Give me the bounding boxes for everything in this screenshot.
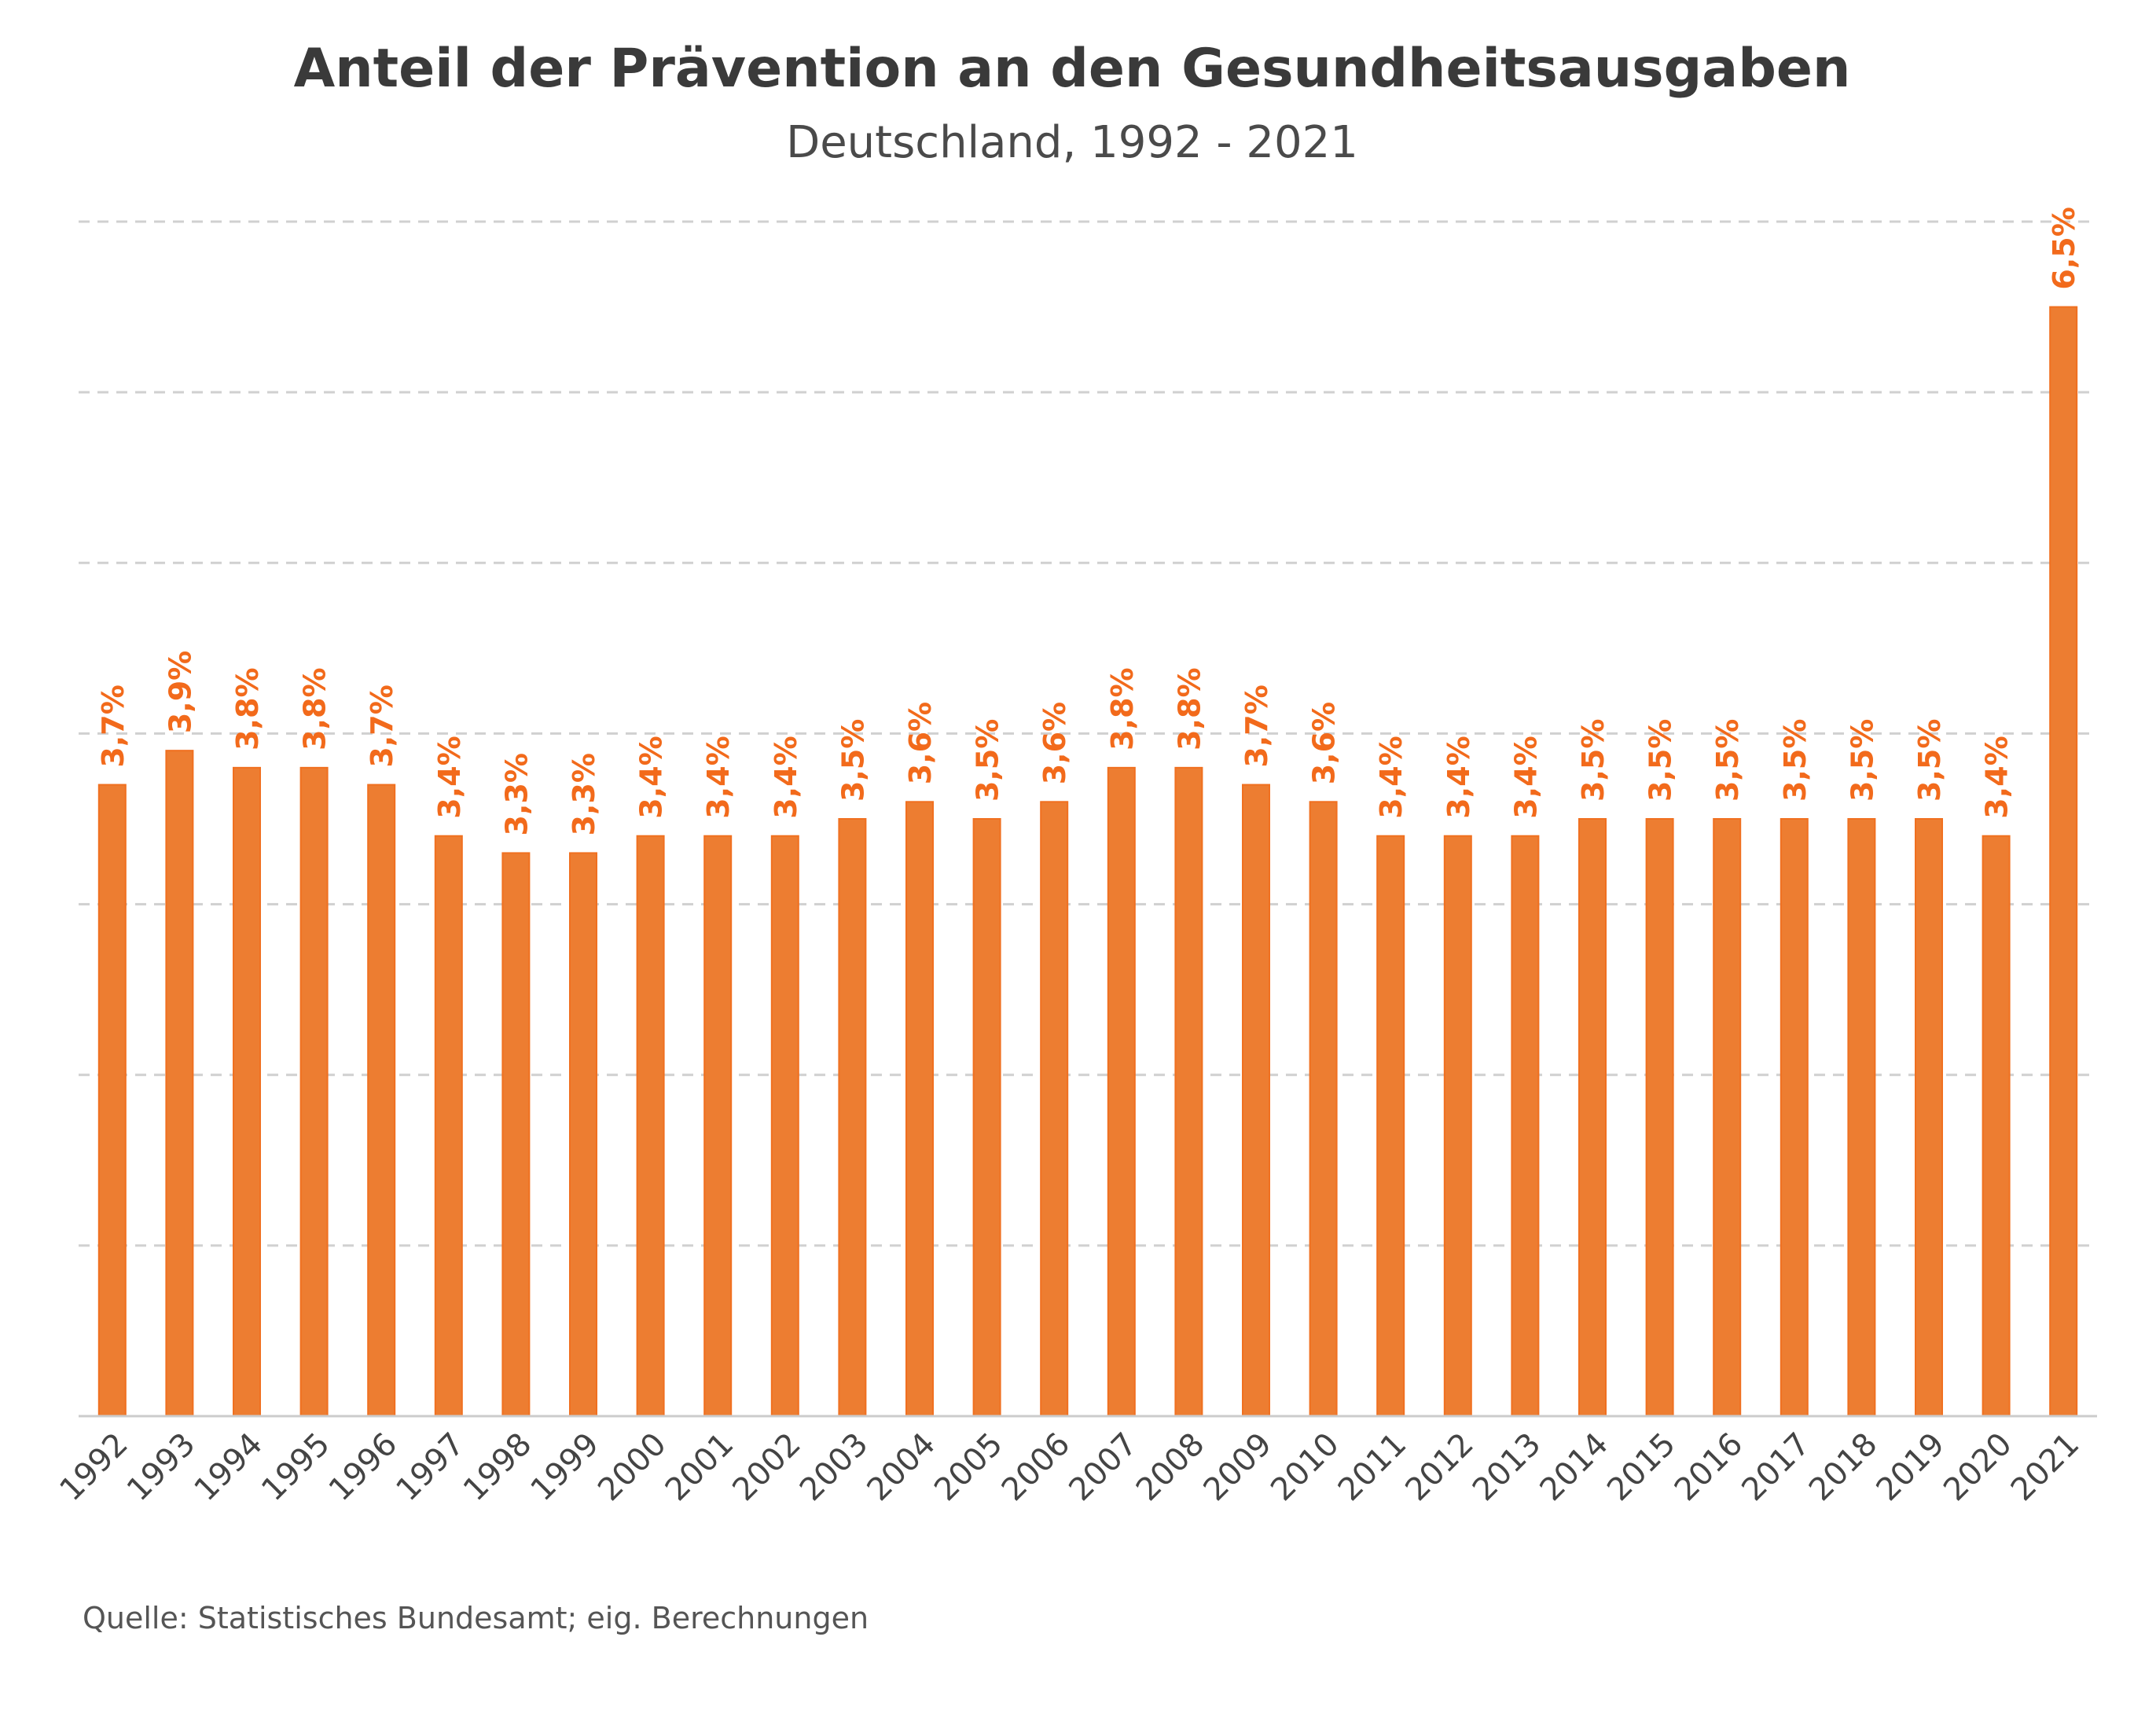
x-tick-label-2008: 2008 bbox=[1129, 1426, 1212, 1509]
data-label-2013: 3,4% bbox=[1508, 736, 1543, 818]
x-tick-label-2018: 2018 bbox=[1802, 1426, 1885, 1509]
x-tick-label-2012: 2012 bbox=[1398, 1426, 1481, 1509]
data-label-2018: 3,5% bbox=[1845, 719, 1879, 802]
bar-1993 bbox=[165, 750, 194, 1417]
bar-2017 bbox=[1780, 818, 1809, 1417]
x-tick-label-2007: 2007 bbox=[1062, 1426, 1144, 1509]
x-tick-label-2004: 2004 bbox=[861, 1426, 943, 1509]
x-tick-label-2000: 2000 bbox=[591, 1426, 674, 1509]
data-label-2019: 3,5% bbox=[1912, 719, 1947, 802]
x-tick-label-1992: 1992 bbox=[53, 1426, 135, 1509]
data-label-1995: 3,8% bbox=[298, 667, 332, 750]
data-label-2009: 3,7% bbox=[1240, 684, 1274, 767]
data-label-2021: 6,5% bbox=[2047, 207, 2081, 289]
bar-2021 bbox=[2049, 306, 2078, 1418]
x-tick-label-1994: 1994 bbox=[188, 1426, 270, 1509]
data-label-1998: 3,3% bbox=[499, 753, 534, 835]
x-tick-label-1996: 1996 bbox=[322, 1426, 405, 1509]
bar-2011 bbox=[1376, 835, 1405, 1417]
data-label-1992: 3,7% bbox=[96, 684, 130, 767]
data-label-2005: 3,5% bbox=[971, 719, 1005, 802]
bar-2012 bbox=[1443, 835, 1472, 1417]
data-label-2015: 3,5% bbox=[1644, 719, 1678, 802]
x-tick-label-2003: 2003 bbox=[793, 1426, 876, 1509]
bar-2002 bbox=[770, 835, 799, 1417]
bar-2008 bbox=[1174, 766, 1203, 1417]
data-label-2007: 3,8% bbox=[1105, 667, 1140, 750]
data-label-1999: 3,3% bbox=[567, 753, 601, 835]
x-tick-label-2014: 2014 bbox=[1533, 1426, 1616, 1509]
data-label-2010: 3,6% bbox=[1307, 702, 1342, 784]
bar-2010 bbox=[1309, 801, 1338, 1417]
data-label-1997: 3,4% bbox=[432, 736, 467, 818]
bar-2007 bbox=[1107, 766, 1136, 1417]
x-tick-label-1995: 1995 bbox=[255, 1426, 337, 1509]
bar-2013 bbox=[1511, 835, 1540, 1417]
data-label-2014: 3,5% bbox=[1576, 719, 1611, 802]
x-tick-label-1998: 1998 bbox=[457, 1426, 539, 1509]
bar-1996 bbox=[367, 784, 396, 1417]
bar-1999 bbox=[569, 852, 597, 1417]
bar-1992 bbox=[97, 784, 127, 1417]
data-label-2002: 3,4% bbox=[769, 736, 803, 818]
data-label-1993: 3,9% bbox=[163, 651, 197, 733]
x-tick-label-2015: 2015 bbox=[1600, 1426, 1683, 1509]
bar-2018 bbox=[1847, 818, 1876, 1417]
x-tick-label-2006: 2006 bbox=[995, 1426, 1078, 1509]
data-label-2003: 3,5% bbox=[836, 719, 870, 802]
bar-2020 bbox=[1982, 835, 2011, 1417]
data-label-2017: 3,5% bbox=[1778, 719, 1813, 802]
bar-1998 bbox=[501, 852, 531, 1417]
x-tick-label-2016: 2016 bbox=[1668, 1426, 1750, 1509]
bar-2014 bbox=[1578, 818, 1607, 1417]
x-tick-label-2002: 2002 bbox=[725, 1426, 808, 1509]
data-label-2000: 3,4% bbox=[634, 736, 669, 818]
bar-1997 bbox=[434, 835, 463, 1417]
bar-2005 bbox=[972, 818, 1001, 1417]
chart-subtitle: Deutschland, 1992 - 2021 bbox=[786, 117, 1358, 168]
bar-2004 bbox=[905, 801, 934, 1417]
data-label-2012: 3,4% bbox=[1442, 736, 1476, 818]
data-label-2004: 3,6% bbox=[903, 702, 938, 784]
data-label-1996: 3,7% bbox=[365, 684, 399, 767]
x-tick-label-1993: 1993 bbox=[120, 1426, 203, 1509]
data-label-1994: 3,8% bbox=[230, 667, 265, 750]
bars bbox=[97, 306, 2078, 1418]
bar-2006 bbox=[1040, 801, 1069, 1417]
x-tick-label-2011: 2011 bbox=[1331, 1426, 1414, 1509]
x-tick-label-2019: 2019 bbox=[1870, 1426, 1952, 1509]
bar-1995 bbox=[299, 766, 329, 1417]
x-tick-labels: 1992199319941995199619971998199920002001… bbox=[53, 1426, 2086, 1509]
x-tick-label-2001: 2001 bbox=[659, 1426, 741, 1509]
data-label-2011: 3,4% bbox=[1374, 736, 1409, 818]
source-note: Quelle: Statistisches Bundesamt; eig. Be… bbox=[83, 1601, 869, 1635]
x-tick-label-2010: 2010 bbox=[1264, 1426, 1346, 1509]
bar-2019 bbox=[1915, 818, 1943, 1417]
x-tick-label-2013: 2013 bbox=[1466, 1426, 1548, 1509]
data-label-2020: 3,4% bbox=[1980, 736, 2015, 818]
bar-1994 bbox=[233, 766, 261, 1417]
x-tick-label-2005: 2005 bbox=[927, 1426, 1010, 1509]
x-tick-label-1999: 1999 bbox=[524, 1426, 607, 1509]
data-label-2016: 3,5% bbox=[1710, 719, 1745, 802]
bar-2015 bbox=[1645, 818, 1674, 1417]
data-label-2001: 3,4% bbox=[701, 736, 736, 818]
x-tick-label-2017: 2017 bbox=[1735, 1426, 1817, 1509]
data-label-2008: 3,8% bbox=[1172, 667, 1207, 750]
x-tick-label-2021: 2021 bbox=[2004, 1426, 2087, 1509]
bar-2009 bbox=[1242, 784, 1270, 1417]
x-tick-label-2009: 2009 bbox=[1197, 1426, 1280, 1509]
gridlines bbox=[79, 220, 2097, 1247]
x-tick-label-2020: 2020 bbox=[1937, 1426, 2019, 1509]
bar-2000 bbox=[636, 835, 665, 1417]
x-tick-label-1997: 1997 bbox=[389, 1426, 472, 1509]
bar-2001 bbox=[703, 835, 733, 1417]
data-label-2006: 3,6% bbox=[1038, 702, 1072, 784]
chart-title: Anteil der Prävention an den Gesundheits… bbox=[294, 38, 1851, 100]
bar-2016 bbox=[1713, 818, 1742, 1417]
bar-2003 bbox=[838, 818, 867, 1417]
data-labels: 3,7% 3,9% 3,8% 3,8% 3,7% 3,4% 3,3% 3,3% 3,4% 3,4%… bbox=[96, 207, 2081, 835]
